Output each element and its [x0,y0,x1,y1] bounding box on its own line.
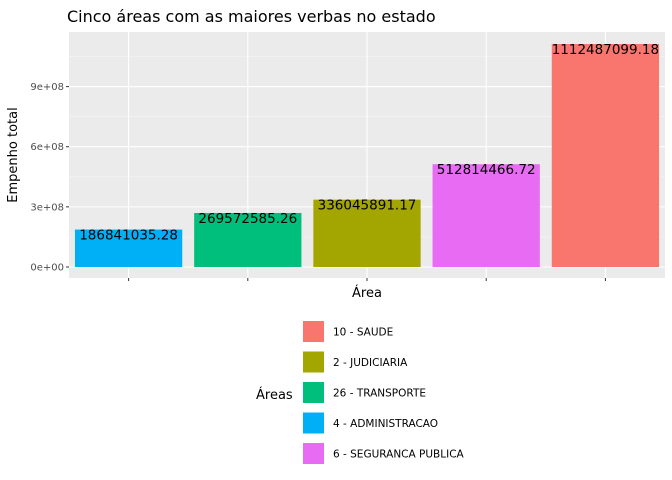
legend-title: Áreas [256,387,293,403]
bar-4 [432,164,540,267]
y-axis: 0e+00 3e+08 6e+08 9e+08 [30,82,69,274]
bars [74,44,660,267]
legend-key-3 [303,382,324,403]
y-tick-label: 0e+00 [30,263,64,274]
bar-2 [194,212,302,267]
y-tick-label: 6e+08 [30,142,64,153]
chart-title: Cinco áreas com as maiores verbas no est… [67,7,436,26]
bar-3 [313,199,421,267]
bar-5 [551,44,660,267]
y-tick-label: 3e+08 [30,202,64,213]
legend-label-1: 10 - SAUDE [333,327,393,339]
legend-label-4: 4 - ADMINISTRACAO [333,418,438,430]
y-tick-label: 9e+08 [30,82,64,93]
y-axis-title: Empenho total [6,107,21,202]
legend-key-4 [303,412,324,434]
legend-label-3: 26 - TRANSPORTE [333,388,426,400]
legend-label-5: 6 - SEGURANCA PUBLICA [333,449,465,461]
legend-key-1 [303,321,324,342]
data-label-4: 512814466.72 [437,162,536,178]
legend-key-2 [303,351,324,373]
legend-label-2: 2 - JUDICIARIA [333,357,408,369]
bar-1 [74,229,183,267]
data-label-5: 1112487099.18 [552,42,659,58]
data-label-1: 186841035.28 [79,228,178,244]
legend-key-5 [303,443,324,464]
data-label-2: 269572585.26 [198,211,297,227]
data-labels: 186841035.28 269572585.26 336045891.17 5128… [79,42,659,244]
x-axis-title: Área [352,285,382,301]
legend: 10 - SAUDE 2 - JUDICIARIA 26 - TRANSPORTE 4… [303,321,465,464]
data-label-3: 336045891.17 [318,198,417,214]
x-axis-ticks [128,278,606,281]
